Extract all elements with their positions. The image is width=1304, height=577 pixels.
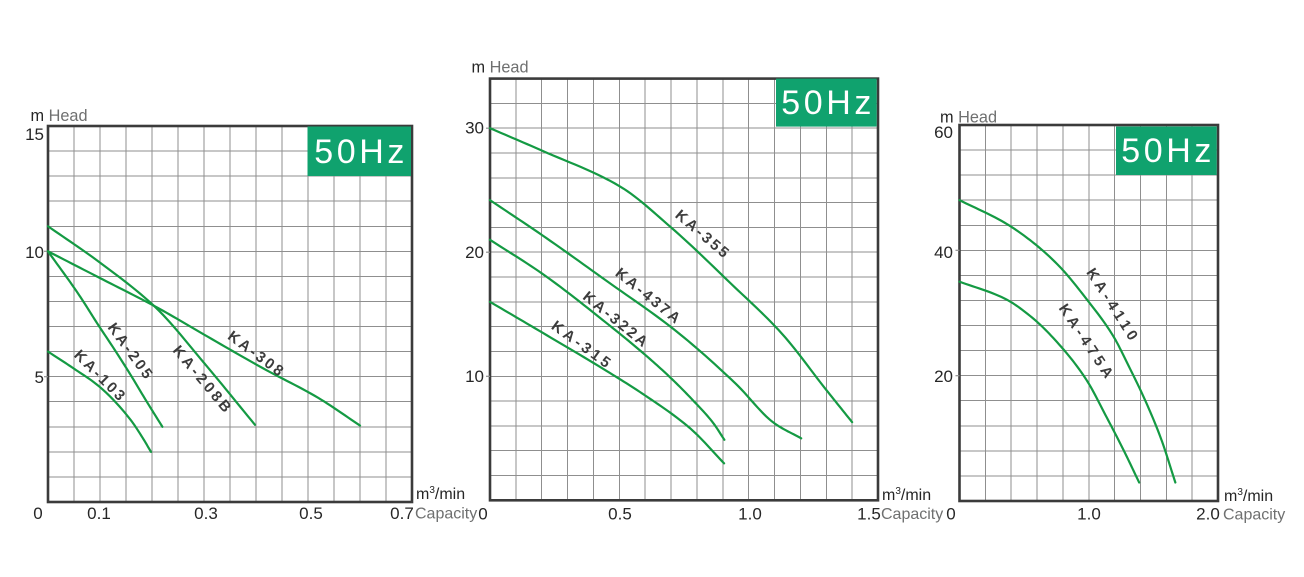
svg-text:Capacity: Capacity (881, 506, 943, 523)
svg-text:20: 20 (934, 367, 953, 386)
svg-text:5: 5 (35, 368, 44, 387)
svg-text:m Head: m Head (940, 109, 997, 127)
svg-text:1.0: 1.0 (1077, 505, 1101, 524)
svg-text:m3/min: m3/min (882, 486, 931, 504)
svg-text:m3/min: m3/min (1224, 487, 1273, 505)
svg-text:60: 60 (934, 123, 953, 142)
svg-text:Capacity: Capacity (1223, 507, 1285, 524)
svg-text:Capacity: Capacity (415, 506, 477, 523)
svg-text:50Hz: 50Hz (314, 133, 408, 171)
svg-text:0: 0 (33, 504, 42, 523)
svg-text:10: 10 (465, 367, 484, 386)
svg-text:1.0: 1.0 (738, 505, 762, 524)
svg-text:0: 0 (946, 505, 955, 524)
svg-text:15: 15 (25, 125, 44, 144)
svg-text:0.7: 0.7 (390, 504, 414, 523)
svg-text:20: 20 (465, 243, 484, 262)
svg-text:m Head: m Head (31, 107, 88, 125)
svg-text:0.3: 0.3 (194, 504, 218, 523)
svg-text:50Hz: 50Hz (1121, 132, 1215, 170)
svg-text:50Hz: 50Hz (781, 84, 875, 122)
svg-text:2.0: 2.0 (1196, 505, 1220, 524)
svg-text:m3/min: m3/min (416, 485, 465, 503)
svg-text:m Head: m Head (472, 58, 529, 76)
svg-text:40: 40 (934, 243, 953, 262)
svg-text:30: 30 (465, 119, 484, 138)
svg-text:0.1: 0.1 (87, 504, 111, 523)
svg-text:0.5: 0.5 (299, 504, 323, 523)
svg-text:0: 0 (478, 505, 487, 524)
svg-text:10: 10 (25, 243, 44, 262)
svg-text:0.5: 0.5 (608, 505, 632, 524)
svg-text:1.5: 1.5 (857, 505, 881, 524)
